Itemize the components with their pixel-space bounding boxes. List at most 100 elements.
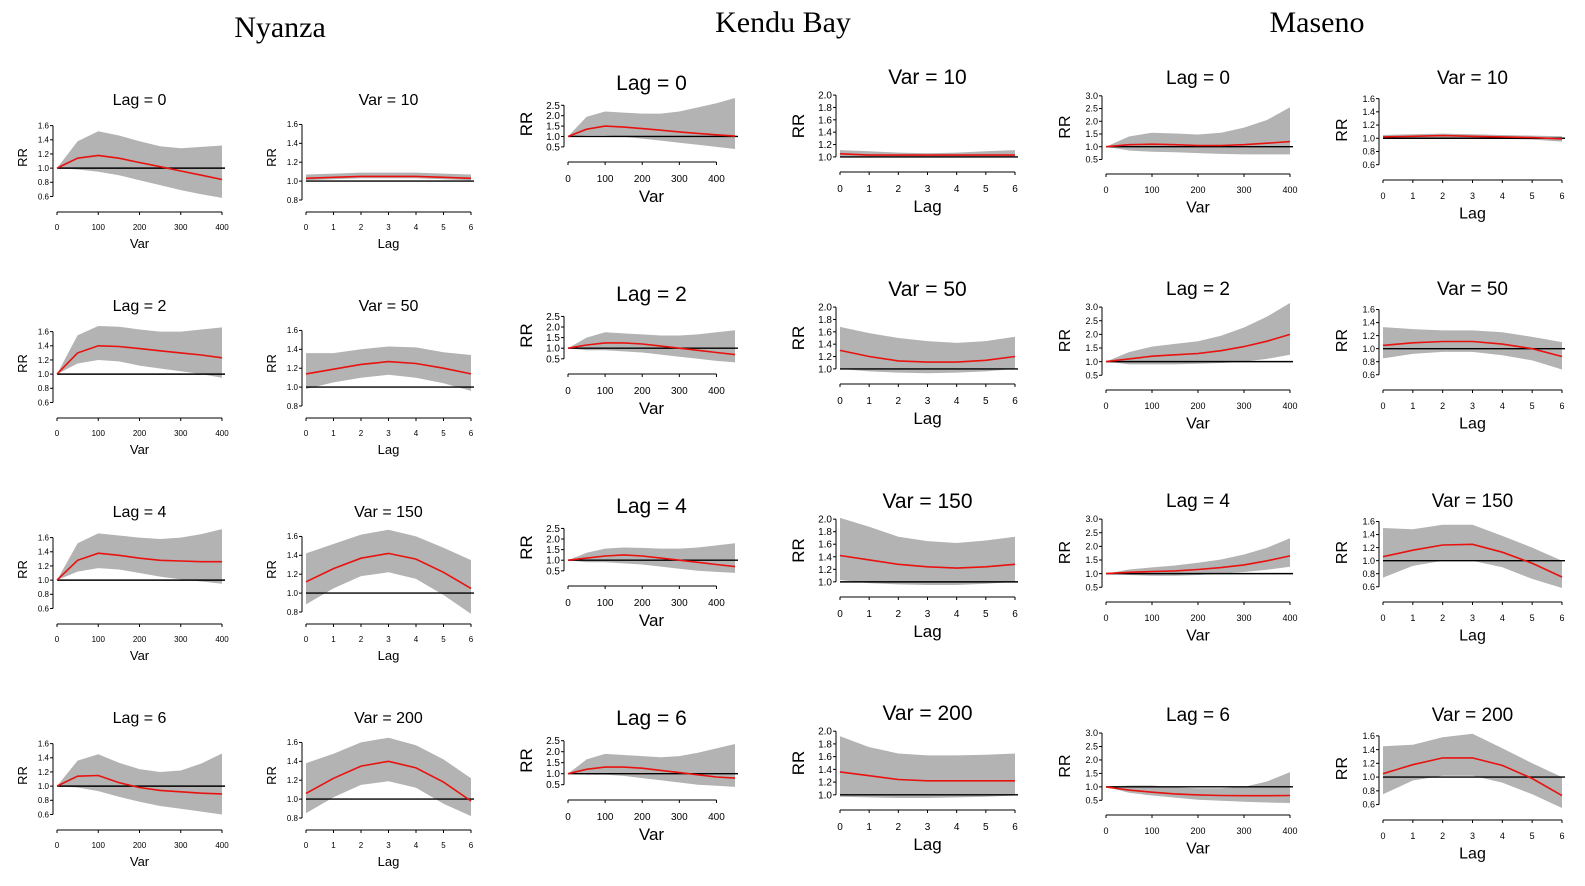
x-tick-label: 0 [1380, 831, 1385, 841]
y-tick-label: 1.4 [287, 139, 299, 148]
y-tick-label: 1.2 [1362, 758, 1375, 768]
x-tick-label: 3 [925, 609, 931, 620]
panel-title: Lag = 6 [1166, 705, 1230, 726]
confidence-band [1106, 303, 1290, 365]
x-axis-label: Lag [913, 409, 941, 428]
y-tick-label: 0.6 [1362, 370, 1375, 380]
y-tick-label: 1.0 [38, 164, 50, 173]
panel-title: Var = 150 [882, 490, 972, 513]
x-tick-label: 200 [133, 635, 147, 644]
x-tick-label: 3 [1470, 613, 1475, 623]
y-axis-label: RR [264, 354, 279, 373]
confidence-band [1383, 733, 1562, 808]
x-tick-label: 6 [1559, 401, 1564, 411]
y-tick-label: 0.8 [287, 608, 299, 617]
panel-title: Lag = 0 [1166, 68, 1230, 89]
y-tick-label: 2.0 [546, 747, 560, 758]
x-tick-label: 300 [1236, 185, 1251, 195]
y-tick-label: 1.5 [546, 758, 560, 769]
x-tick-label: 400 [215, 429, 229, 438]
panel-title: Lag = 6 [616, 707, 687, 730]
y-tick-label: 1.5 [1085, 343, 1098, 353]
group-title-kendu-bay: Kendu Bay [715, 6, 851, 39]
y-tick-label: 2.0 [1085, 755, 1098, 765]
x-tick-label: 300 [174, 635, 188, 644]
x-tick-label: 100 [1144, 185, 1159, 195]
x-tick-label: 4 [1500, 401, 1505, 411]
x-tick-label: 100 [92, 429, 106, 438]
y-axis-label: RR [264, 560, 279, 579]
x-tick-label: 1 [1410, 191, 1415, 201]
y-tick-label: 1.6 [287, 738, 299, 747]
y-axis-label: RR [1057, 115, 1074, 138]
x-tick-label: 5 [983, 822, 989, 833]
x-tick-label: 4 [954, 609, 960, 620]
y-tick-label: 1.0 [1362, 344, 1375, 354]
x-axis-label: Lag [1459, 846, 1486, 863]
y-tick-label: 1.2 [818, 778, 832, 789]
y-tick-label: 1.4 [38, 342, 50, 351]
y-axis-label: RR [1057, 541, 1074, 564]
y-tick-label: 0.5 [1085, 370, 1098, 380]
x-axis-label: Var [130, 236, 150, 251]
panel-22: 1.01.2 1.4 1.6 1.82.0 0 1 2 3 4 5 6 Var = 200 Lag RR [789, 702, 1018, 854]
y-tick-label: 1.5 [1085, 129, 1098, 139]
x-axis-label: Lag [378, 236, 400, 251]
y-tick-label: 1.4 [1362, 745, 1375, 755]
x-tick-label: 300 [1236, 613, 1251, 623]
y-tick-label: 1.6 [818, 115, 832, 126]
y-axis-label: RR [15, 354, 30, 373]
x-tick-label: 3 [386, 635, 391, 644]
x-tick-label: 4 [414, 635, 419, 644]
y-tick-label: 0.8 [1362, 786, 1375, 796]
confidence-band [568, 543, 735, 573]
confidence-band [306, 346, 471, 391]
x-tick-label: 200 [133, 429, 147, 438]
panel-7: 0.6 0.8 1.0 1.2 1.4 1.6 0 100 200 300 400 Lag = 2 Va… [15, 298, 229, 457]
panel-17: 0.5 1.0 1.5 2.0 2.5 3.0 0 100 200 300 400 Lag = 4 Va… [1057, 491, 1298, 645]
panel-title: Lag = 4 [616, 495, 687, 518]
rr-estimate-line [567, 554, 736, 568]
x-tick-label: 300 [1236, 826, 1251, 836]
x-tick-label: 300 [174, 429, 188, 438]
x-axis-label: Lag [913, 835, 941, 854]
y-tick-label: 1.4 [818, 765, 832, 776]
y-tick-label: 0.8 [1362, 147, 1375, 157]
x-tick-label: 2 [896, 609, 902, 620]
y-axis-label: RR [1334, 329, 1351, 352]
y-tick-label: 2.5 [1085, 316, 1098, 326]
x-tick-label: 0 [304, 223, 309, 232]
y-tick-label: 2.0 [1085, 116, 1098, 126]
panel-21: 0.51.01.52.02.5 0 100 200 300 400 Lag = 6 Var RR [517, 707, 738, 844]
x-tick-label: 6 [1012, 609, 1018, 620]
y-axis-label: RR [517, 323, 536, 348]
y-axis-label: RR [1057, 754, 1074, 777]
confidence-band [568, 330, 735, 363]
y-axis-label: RR [517, 112, 536, 137]
x-tick-label: 400 [708, 386, 725, 397]
y-tick-label: 1.0 [818, 364, 832, 375]
y-tick-label: 3.0 [1085, 728, 1098, 738]
y-tick-label: 2.5 [1085, 528, 1098, 538]
y-axis-label: RR [1057, 329, 1074, 352]
y-tick-label: 1.0 [1085, 142, 1098, 152]
rr-estimate-line [305, 760, 472, 802]
rr-estimate-line [305, 360, 472, 375]
x-tick-label: 200 [1190, 613, 1205, 623]
y-tick-label: 1.2 [38, 768, 50, 777]
y-tick-label: 1.5 [1085, 769, 1098, 779]
x-axis-label: Var [130, 648, 150, 663]
panel-title: Var = 150 [354, 504, 423, 521]
y-axis-label: RR [264, 148, 279, 167]
y-tick-label: 1.2 [287, 158, 299, 167]
y-tick-label: 1.2 [287, 364, 299, 373]
panel-title: Var = 200 [882, 702, 972, 725]
x-tick-label: 6 [1012, 396, 1018, 407]
x-axis-label: Var [1186, 200, 1210, 217]
y-tick-label: 1.4 [38, 136, 50, 145]
panel-title: Lag = 2 [1166, 279, 1230, 300]
panel-title: Var = 200 [354, 710, 423, 727]
x-tick-label: 400 [215, 635, 229, 644]
x-tick-label: 3 [1470, 191, 1475, 201]
y-tick-label: 1.4 [1362, 107, 1375, 117]
